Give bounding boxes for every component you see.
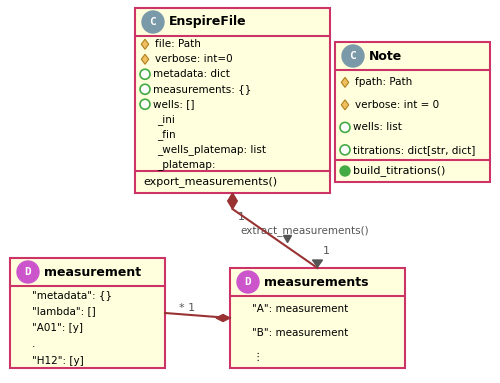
Polygon shape xyxy=(142,39,149,49)
Circle shape xyxy=(140,99,150,109)
Text: "lambda": []: "lambda": [] xyxy=(32,306,96,316)
Circle shape xyxy=(237,271,259,293)
Circle shape xyxy=(140,84,150,94)
Text: metadata: dict: metadata: dict xyxy=(153,69,230,79)
Text: "metadata": {}: "metadata": {} xyxy=(32,290,112,300)
Text: build_titrations(): build_titrations() xyxy=(353,165,446,177)
Text: EnspireFile: EnspireFile xyxy=(169,15,246,28)
Text: wells: list: wells: list xyxy=(353,123,402,133)
Circle shape xyxy=(340,145,350,155)
Text: titrations: dict[str, dict]: titrations: dict[str, dict] xyxy=(353,145,476,155)
Text: export_measurements(): export_measurements() xyxy=(143,177,277,187)
FancyBboxPatch shape xyxy=(230,268,405,368)
Text: * 1: * 1 xyxy=(180,303,196,313)
Text: 1: 1 xyxy=(322,246,330,256)
FancyBboxPatch shape xyxy=(335,42,490,182)
Text: D: D xyxy=(24,267,32,277)
Circle shape xyxy=(140,69,150,79)
Text: verbose: int=0: verbose: int=0 xyxy=(155,54,232,64)
Text: _wells_platemap: list: _wells_platemap: list xyxy=(157,144,266,155)
Text: _ini: _ini xyxy=(157,114,175,125)
Text: "B": measurement: "B": measurement xyxy=(252,328,348,338)
Circle shape xyxy=(340,123,350,133)
Text: .: . xyxy=(32,339,35,349)
Polygon shape xyxy=(142,54,149,64)
Polygon shape xyxy=(284,236,292,242)
Text: "A": measurement: "A": measurement xyxy=(252,304,348,314)
Text: fpath: Path: fpath: Path xyxy=(355,77,412,87)
Text: 1: 1 xyxy=(238,212,244,222)
Polygon shape xyxy=(341,77,349,87)
Polygon shape xyxy=(312,260,322,267)
Text: measurement: measurement xyxy=(44,265,141,278)
Text: wells: []: wells: [] xyxy=(153,99,194,109)
FancyBboxPatch shape xyxy=(10,258,165,368)
Text: measurements: measurements xyxy=(264,275,368,288)
Text: "A01": [y]: "A01": [y] xyxy=(32,323,83,333)
Text: extract_measurements(): extract_measurements() xyxy=(240,225,369,236)
Circle shape xyxy=(142,11,164,33)
Text: ⋮: ⋮ xyxy=(252,352,262,362)
Circle shape xyxy=(17,261,39,283)
Polygon shape xyxy=(341,100,349,110)
Text: Note: Note xyxy=(369,49,402,62)
Text: D: D xyxy=(244,277,252,287)
Text: verbose: int = 0: verbose: int = 0 xyxy=(355,100,439,110)
Text: measurements: {}: measurements: {} xyxy=(153,84,252,94)
Circle shape xyxy=(342,45,364,67)
Text: C: C xyxy=(350,51,356,61)
Circle shape xyxy=(340,166,350,176)
Text: C: C xyxy=(150,17,156,27)
Polygon shape xyxy=(228,193,237,209)
Text: _platemap:: _platemap: xyxy=(157,159,216,170)
Text: "H12": [y]: "H12": [y] xyxy=(32,356,84,366)
FancyBboxPatch shape xyxy=(135,8,330,193)
Text: file: Path: file: Path xyxy=(155,39,201,49)
Text: _fin: _fin xyxy=(157,129,176,140)
Polygon shape xyxy=(216,314,230,321)
